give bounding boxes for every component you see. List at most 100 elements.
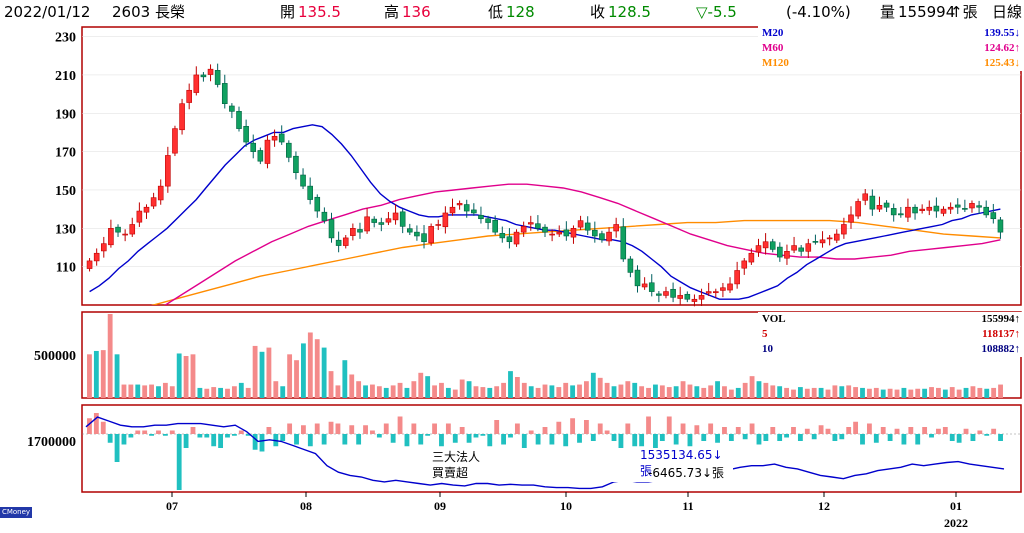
candle-body bbox=[257, 150, 264, 162]
volume-bar bbox=[694, 386, 700, 398]
inst-bar bbox=[922, 427, 928, 434]
volume-bar bbox=[984, 388, 990, 398]
candle-body bbox=[122, 233, 128, 236]
inst-bar bbox=[349, 425, 355, 434]
volume-legend-value: 118137↑ bbox=[982, 328, 1020, 340]
volume-bar bbox=[190, 354, 196, 398]
open-label: 開 bbox=[280, 3, 296, 21]
candle-body bbox=[442, 212, 449, 228]
inst-bar bbox=[508, 434, 513, 438]
inst-bar bbox=[556, 421, 562, 434]
candle-body bbox=[229, 105, 235, 112]
inst-bar bbox=[977, 430, 983, 434]
volume-bar bbox=[445, 387, 451, 398]
volume-bar bbox=[728, 389, 734, 398]
candle-body bbox=[777, 246, 783, 258]
volume-legend-name: 5 bbox=[762, 328, 768, 340]
inst-bar bbox=[363, 425, 368, 434]
volume-bar bbox=[301, 343, 306, 398]
candle-body bbox=[186, 89, 192, 103]
volume-bar bbox=[894, 389, 900, 398]
volume-bar bbox=[632, 382, 638, 398]
volume-bar bbox=[639, 386, 645, 398]
volume-bar bbox=[611, 386, 617, 398]
price-tick-label: 230 bbox=[55, 31, 76, 46]
volume-bar bbox=[749, 376, 755, 398]
inst-bar bbox=[487, 434, 493, 447]
volume-bar bbox=[604, 382, 610, 398]
volume-bar bbox=[480, 387, 486, 398]
volume-legend: VOL 155994↑ 5 118137↑ 10 108882↑ bbox=[758, 312, 1022, 357]
inst-bar bbox=[639, 434, 645, 447]
candle-body bbox=[93, 252, 100, 262]
candle-body bbox=[577, 220, 584, 228]
volume-bar bbox=[370, 384, 375, 398]
volume-bar bbox=[998, 384, 1003, 398]
candle-body bbox=[769, 241, 776, 250]
volume-bar bbox=[963, 387, 969, 398]
inst-bar bbox=[480, 434, 486, 436]
inst-bar bbox=[107, 434, 113, 443]
candle-body bbox=[819, 239, 826, 244]
inst-bar bbox=[114, 434, 120, 462]
volume-bar bbox=[404, 387, 410, 398]
inst-bar bbox=[625, 423, 631, 434]
candle-body bbox=[826, 237, 833, 240]
inst-cumulative-line bbox=[85, 416, 1005, 490]
volume-bar bbox=[583, 381, 589, 398]
volume-bar bbox=[949, 387, 955, 398]
change-percent: (-4.10%) bbox=[786, 3, 851, 21]
candle-body bbox=[997, 219, 1004, 233]
candle-body bbox=[798, 247, 804, 252]
candle-body bbox=[677, 295, 684, 299]
inst-bar bbox=[797, 434, 803, 441]
candle-body bbox=[919, 208, 925, 211]
inst-bar bbox=[162, 434, 168, 436]
candle-body bbox=[236, 111, 242, 129]
volume-bar bbox=[618, 384, 624, 398]
volume-bar bbox=[287, 354, 293, 398]
volume-legend-value: 108882↑ bbox=[981, 343, 1021, 355]
inst-bar bbox=[880, 427, 886, 434]
inst-bar bbox=[225, 434, 230, 438]
volume-bar bbox=[149, 384, 154, 398]
candle-body bbox=[150, 197, 157, 207]
candle-body bbox=[720, 287, 726, 291]
inst-bar bbox=[694, 425, 700, 434]
month-label: 12 bbox=[818, 499, 830, 513]
inst-bar bbox=[887, 434, 893, 441]
inst-bar bbox=[770, 427, 776, 434]
inst-bar bbox=[231, 434, 237, 436]
volume-bar bbox=[383, 387, 389, 398]
price-tick-label: 210 bbox=[55, 69, 76, 84]
volume-bar bbox=[590, 372, 596, 398]
volume-bar bbox=[93, 350, 99, 398]
candle-body bbox=[449, 206, 456, 214]
inst-bar bbox=[314, 423, 320, 434]
volume-legend-row: VOL 155994↑ bbox=[758, 312, 1022, 327]
volume-label: 量 bbox=[880, 3, 896, 21]
inst-bar bbox=[784, 434, 789, 438]
volume-bar bbox=[494, 386, 500, 398]
volume-bar bbox=[715, 381, 720, 398]
inst-bar bbox=[459, 427, 465, 434]
candle-body bbox=[115, 226, 121, 233]
inst-bar bbox=[501, 434, 507, 445]
volume-bar bbox=[818, 387, 824, 398]
volume-bar bbox=[411, 381, 417, 398]
volume-legend-name: 10 bbox=[762, 343, 773, 355]
candle-body bbox=[143, 206, 150, 213]
volume-bar bbox=[915, 388, 921, 398]
candle-body bbox=[712, 291, 719, 294]
volume-bar bbox=[811, 387, 817, 398]
inst-bar bbox=[908, 427, 914, 434]
price-tick-label: 130 bbox=[55, 222, 76, 237]
price-legend-value: 125.43↓ bbox=[984, 57, 1020, 69]
candle-body bbox=[556, 231, 563, 235]
price-legend-name: M120 bbox=[762, 57, 789, 69]
candle-body bbox=[108, 228, 114, 246]
inst-bar bbox=[128, 434, 134, 438]
volume-bar bbox=[238, 382, 244, 398]
volume-legend-row: 10 108882↑ bbox=[758, 342, 1022, 357]
candle-body bbox=[357, 229, 363, 233]
